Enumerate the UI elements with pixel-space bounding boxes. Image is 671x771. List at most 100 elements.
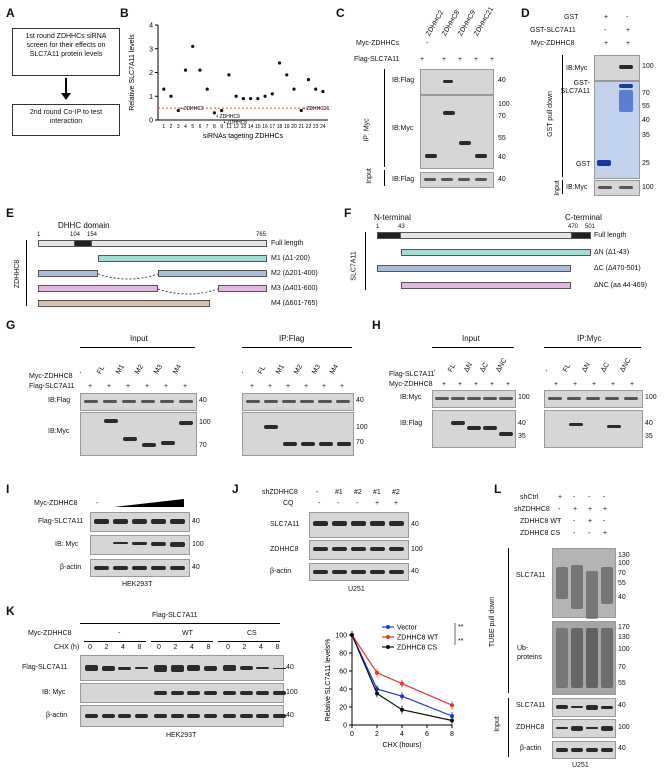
annotation-label: • ZDHHC21 [303,106,329,112]
x-tick-label: 19 [284,124,290,130]
blot-band [113,566,128,570]
x-tick-label: 12 [233,124,239,130]
construct-m2-part1 [38,270,98,277]
blot-band [113,542,128,544]
mw-label: 100 [618,646,630,653]
blot-smear [556,567,568,599]
x-axis-label: CHX (hours) [383,742,422,749]
col-label: ΔN [581,361,593,374]
legend-marker [386,645,390,649]
blot-band [332,547,347,551]
sign: + [630,381,635,388]
blot-j-zdhhc8 [309,540,409,560]
series-line [351,634,453,717]
x-tick-label: 22 [306,124,312,130]
blot-band [94,519,109,524]
blot-i-flag [90,512,190,532]
blot-band [467,397,481,400]
panel-label-k: K [6,604,15,618]
row-label-flag-slc7a11: Flag-SLC7A11 [354,56,400,63]
sign: + [304,383,309,390]
data-point [292,87,296,91]
col-label: - [316,489,319,496]
blot-g-ip-flag [242,393,354,411]
blot-band [571,706,583,708]
blot-band [101,714,115,718]
blot-band [256,691,269,695]
blot-band [556,705,568,709]
blot-band [601,748,613,752]
y-tick-label: 80 [339,651,347,658]
x-tick-label: 8 [213,124,216,130]
sign: - [573,518,576,525]
blot-d-coomassie [594,81,640,179]
sign: + [554,381,559,388]
col-label: M3 [311,363,323,376]
blot-band [272,714,286,718]
data-point [162,87,166,91]
blot-band [499,397,513,400]
col-label: #2 [392,489,400,496]
col-label: M2 [134,363,146,376]
blot-band [571,725,583,731]
blot-smear [586,628,598,688]
blot-band [313,521,328,526]
sign: + [592,381,597,388]
series-line [351,634,453,722]
time-label: 0 [88,644,92,651]
sign: + [588,518,593,525]
c-ib-myc-label: IB:Myc [392,125,414,132]
panel-label-f: F [344,206,352,220]
blot-band [586,727,598,729]
y-tick-label: 4 [149,23,153,30]
sign: + [558,494,563,501]
blot-band [239,666,253,670]
blot-band [601,725,613,731]
blot-band [141,400,155,403]
mw-label: 170 [618,624,630,631]
blot-band [389,547,404,551]
series-line [351,634,453,706]
d-ib-myc-label: IB:Myc [566,65,588,72]
e-side-label: ZDHHC8 [14,259,22,289]
data-point [400,694,404,699]
blot-band [203,714,217,718]
x-tick-label: 8 [450,731,454,738]
blot-band [84,400,98,403]
sign: + [603,530,608,537]
col-label: - [239,369,247,376]
sign: + [588,506,593,513]
sign: + [573,506,578,513]
data-point [375,691,379,696]
blot-k-actin [80,705,286,727]
mw-label: 100 [498,101,510,108]
significance-label: ** [458,624,464,631]
blot-c-ib-flag [420,69,494,95]
blot-j-actin [309,563,409,581]
y-tick-label: 3 [149,46,153,53]
arrow-head-icon [61,93,71,100]
panel-label-g: G [6,318,16,332]
blot-band [624,397,638,400]
blot-band [389,570,404,574]
blot-band [134,667,148,669]
construct-m4 [38,300,210,307]
blot-h-input-myc [432,390,516,408]
col-label: ΔC [479,361,491,374]
time-label: 2 [173,644,178,651]
data-point [450,703,454,708]
sign: - [558,518,561,525]
blot-band [160,400,174,403]
x-tick-label: 14 [248,124,254,130]
significance-label: ** [458,638,464,645]
sign: - [558,506,561,513]
sign: + [286,383,291,390]
col-label: #2 [354,489,362,496]
data-point [450,714,454,718]
blot-band [132,519,147,524]
time-label: 4 [121,644,125,651]
panel-label-l: L [494,482,502,496]
x-tick-label: 2 [375,731,379,738]
blot-band [451,397,465,400]
